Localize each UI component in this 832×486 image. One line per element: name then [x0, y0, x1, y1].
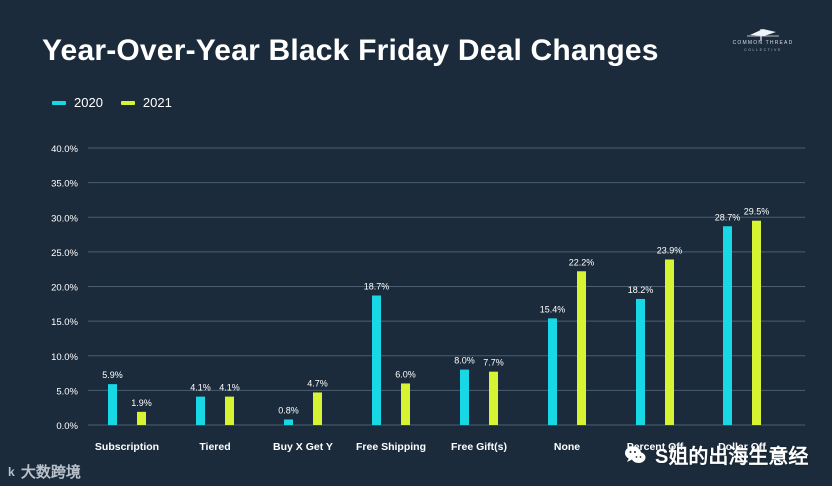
watermark-left: k 大数跨境 [8, 461, 81, 482]
legend-label-2021: 2021 [142, 95, 172, 110]
data-label: 1.9% [131, 398, 152, 408]
x-tick-label: Percent Off [627, 441, 684, 453]
x-tick-label: None [554, 441, 580, 453]
bar-2021 [752, 220, 761, 425]
bar-2020 [372, 295, 381, 425]
data-label: 15.4% [540, 304, 566, 314]
data-label: 0.8% [278, 405, 299, 415]
chart-legend: 2020 2021 [52, 95, 172, 110]
data-label: 4.1% [190, 383, 211, 393]
data-label: 23.9% [657, 245, 683, 255]
bar-2020 [548, 318, 557, 425]
legend-swatch-2020 [52, 100, 66, 105]
bar-2021 [401, 383, 410, 425]
legend-item-2021: 2021 [120, 95, 172, 110]
watermark-right-text: S姐的出海生意经 [655, 446, 809, 468]
x-tick-label: Dollar Off [718, 441, 766, 453]
watermark-left-text: 大数跨境 [20, 464, 81, 481]
bar-2021 [665, 259, 674, 425]
y-tick-label: 30.0% [51, 213, 78, 224]
data-label: 7.7% [483, 358, 504, 368]
flag-icon [747, 29, 779, 41]
bar-2020 [636, 298, 645, 425]
bar-2020 [460, 369, 469, 425]
y-tick-label: 5.0% [56, 386, 78, 397]
data-label: 6.0% [395, 369, 416, 379]
data-label: 18.2% [628, 285, 654, 295]
bar-2020 [284, 419, 293, 425]
data-label: 29.5% [744, 207, 770, 217]
legend-item-2020: 2020 [52, 95, 103, 110]
x-tick-label: Free Gift(s) [451, 441, 507, 453]
bar-2021 [577, 271, 586, 425]
legend-label-2020: 2020 [74, 95, 103, 110]
bar-2021 [489, 371, 498, 425]
y-tick-label: 10.0% [51, 352, 78, 363]
y-tick-label: 20.0% [51, 283, 78, 294]
bar-2021 [137, 411, 146, 425]
y-tick-label: 0.0% [56, 421, 78, 432]
x-tick-label: Tiered [199, 441, 230, 453]
x-tick-label: Free Shipping [356, 441, 426, 453]
brand-name: COMMON THREAD [732, 40, 794, 46]
data-label: 8.0% [454, 356, 475, 366]
data-label: 22.2% [569, 257, 595, 267]
x-tick-label: Subscription [95, 441, 159, 453]
y-tick-label: 35.0% [51, 179, 78, 190]
y-tick-label: 25.0% [51, 248, 78, 259]
data-label: 28.7% [715, 212, 741, 222]
watermark-right: S姐的出海生意经 [623, 440, 808, 469]
bar-2021 [313, 392, 322, 425]
data-label: 4.1% [219, 383, 240, 393]
bar-2020 [723, 226, 732, 425]
bar-2020 [108, 384, 117, 425]
legend-swatch-2021 [120, 100, 135, 105]
data-label: 5.9% [102, 370, 123, 380]
data-label: 18.7% [364, 282, 390, 292]
watermark-left-mark: k [8, 464, 15, 479]
brand-logo: COMMON THREAD COLLECTIVE [730, 26, 796, 66]
bar-2020 [196, 396, 205, 425]
chart-title: Year-Over-Year Black Friday Deal Changes [42, 34, 659, 67]
y-tick-label: 15.0% [51, 317, 78, 328]
wechat-icon [625, 446, 646, 463]
bar-2021 [225, 396, 234, 425]
x-tick-label: Buy X Get Y [273, 441, 333, 453]
y-tick-label: 40.0% [51, 144, 78, 155]
data-label: 4.7% [307, 378, 328, 388]
brand-subtitle: COLLECTIVE [744, 48, 782, 52]
